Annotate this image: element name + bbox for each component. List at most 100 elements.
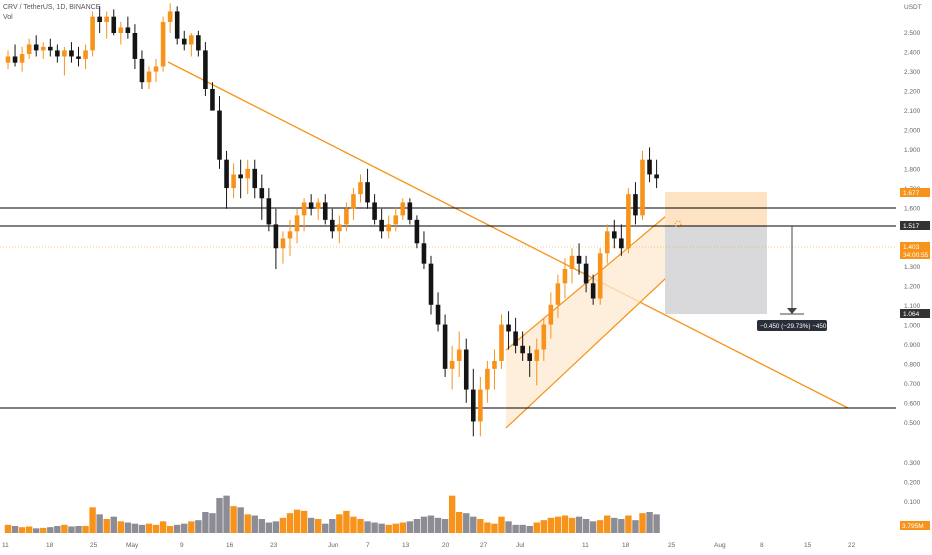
candle	[492, 349, 497, 390]
volume-bar	[413, 519, 421, 533]
price-tick-label: 2.100	[904, 108, 921, 115]
price-tag-label: 1.403	[903, 244, 920, 251]
candle-body	[337, 224, 342, 232]
volume-bar	[75, 526, 82, 533]
candle-body	[125, 27, 131, 34]
candle	[238, 159, 243, 199]
candle-body	[379, 219, 384, 232]
volume-bar	[385, 524, 392, 533]
candle-body	[217, 110, 222, 160]
volume-bar	[632, 520, 639, 533]
price-tag[interactable]: 1.403	[900, 242, 930, 251]
candle-body	[421, 243, 427, 264]
volume-tick-label: 0.300	[904, 460, 921, 467]
measure-arrow-head	[787, 308, 797, 314]
x-tick-label: 23	[270, 542, 278, 549]
measure-label[interactable]: −0.450 (−29.73%) −450	[757, 320, 827, 331]
volume-bar	[392, 523, 399, 533]
price-tag[interactable]: 34:00:55	[900, 250, 930, 259]
volume-bar	[604, 515, 611, 533]
candle	[315, 198, 321, 220]
ascending-channel-fill	[506, 216, 666, 428]
volume-bar	[68, 526, 75, 533]
candle	[506, 311, 511, 350]
candle	[104, 11, 109, 39]
candle	[456, 331, 462, 377]
price-tag[interactable]: 1.517	[900, 221, 930, 230]
price-tick-label: 2.500	[904, 30, 921, 37]
volume-bar	[300, 510, 308, 533]
price-tick-label: 0.900	[904, 342, 921, 349]
x-tick-label: 8	[760, 542, 764, 549]
candle-body	[12, 56, 18, 63]
candle	[435, 292, 441, 332]
candle	[146, 66, 152, 89]
volume-tag[interactable]: 3.795M	[900, 521, 930, 530]
candle	[245, 159, 250, 195]
volume-bar	[237, 507, 244, 533]
candle-body	[245, 168, 250, 179]
candle-body	[83, 50, 88, 59]
candle	[266, 188, 272, 232]
candle-body	[527, 353, 532, 361]
price-tag[interactable]: 1.064	[900, 309, 930, 318]
candle-body	[231, 174, 236, 189]
candle	[548, 292, 554, 339]
candle-body	[604, 231, 610, 254]
x-tick-label: May	[126, 542, 139, 549]
channel-lower-line[interactable]	[505, 277, 667, 429]
volume-bar	[575, 516, 583, 533]
price-tick-label: 1.000	[904, 323, 921, 330]
x-tick-label: 11	[2, 542, 9, 549]
candle	[210, 82, 215, 111]
volume-indicator-label[interactable]: Vol	[3, 14, 13, 21]
price-tag[interactable]: 1.677	[900, 188, 930, 197]
candle-body	[365, 182, 370, 203]
candle-body	[301, 202, 307, 216]
volume-bar	[202, 512, 209, 533]
candle	[48, 38, 53, 57]
candle	[421, 231, 427, 269]
volume-bar	[103, 519, 110, 533]
volume-bar	[131, 523, 139, 533]
candle	[181, 30, 187, 51]
candle	[555, 274, 561, 318]
price-tag-label: 1.677	[903, 190, 920, 197]
volume-bar	[505, 521, 512, 533]
volume-bar	[463, 513, 470, 533]
profit-zone[interactable]	[665, 192, 767, 226]
volume-bar	[561, 515, 569, 533]
candle-body	[478, 389, 483, 422]
candle-body	[294, 215, 300, 232]
symbol-title[interactable]: CRV / TetherUS, 1D, BINANCE	[3, 4, 101, 11]
volume-bar	[491, 523, 498, 533]
candle	[273, 208, 279, 269]
descending-trendline[interactable]	[167, 61, 849, 409]
candle-body	[97, 16, 102, 22]
candle	[597, 248, 603, 305]
volume-bar	[329, 519, 336, 533]
volume-bar	[138, 524, 146, 533]
volume-bar	[512, 524, 519, 533]
candle-body	[62, 50, 67, 57]
volume-bar	[25, 526, 33, 533]
price-tag-label: 34:00:55	[903, 252, 929, 259]
candle-body	[90, 16, 95, 51]
candle-body	[597, 253, 603, 299]
candle-body	[76, 56, 81, 59]
loss-zone[interactable]	[665, 226, 767, 314]
x-tick-label: 25	[90, 542, 98, 549]
candle-body	[647, 159, 652, 175]
candle-body	[104, 16, 109, 22]
candle-body	[506, 324, 511, 332]
volume-bar	[11, 526, 19, 533]
volume-bar	[653, 514, 660, 533]
candle	[5, 50, 11, 69]
candle	[301, 198, 307, 232]
candle-body	[153, 66, 159, 72]
candle	[90, 11, 95, 57]
candle	[337, 215, 342, 244]
candle	[344, 202, 349, 232]
